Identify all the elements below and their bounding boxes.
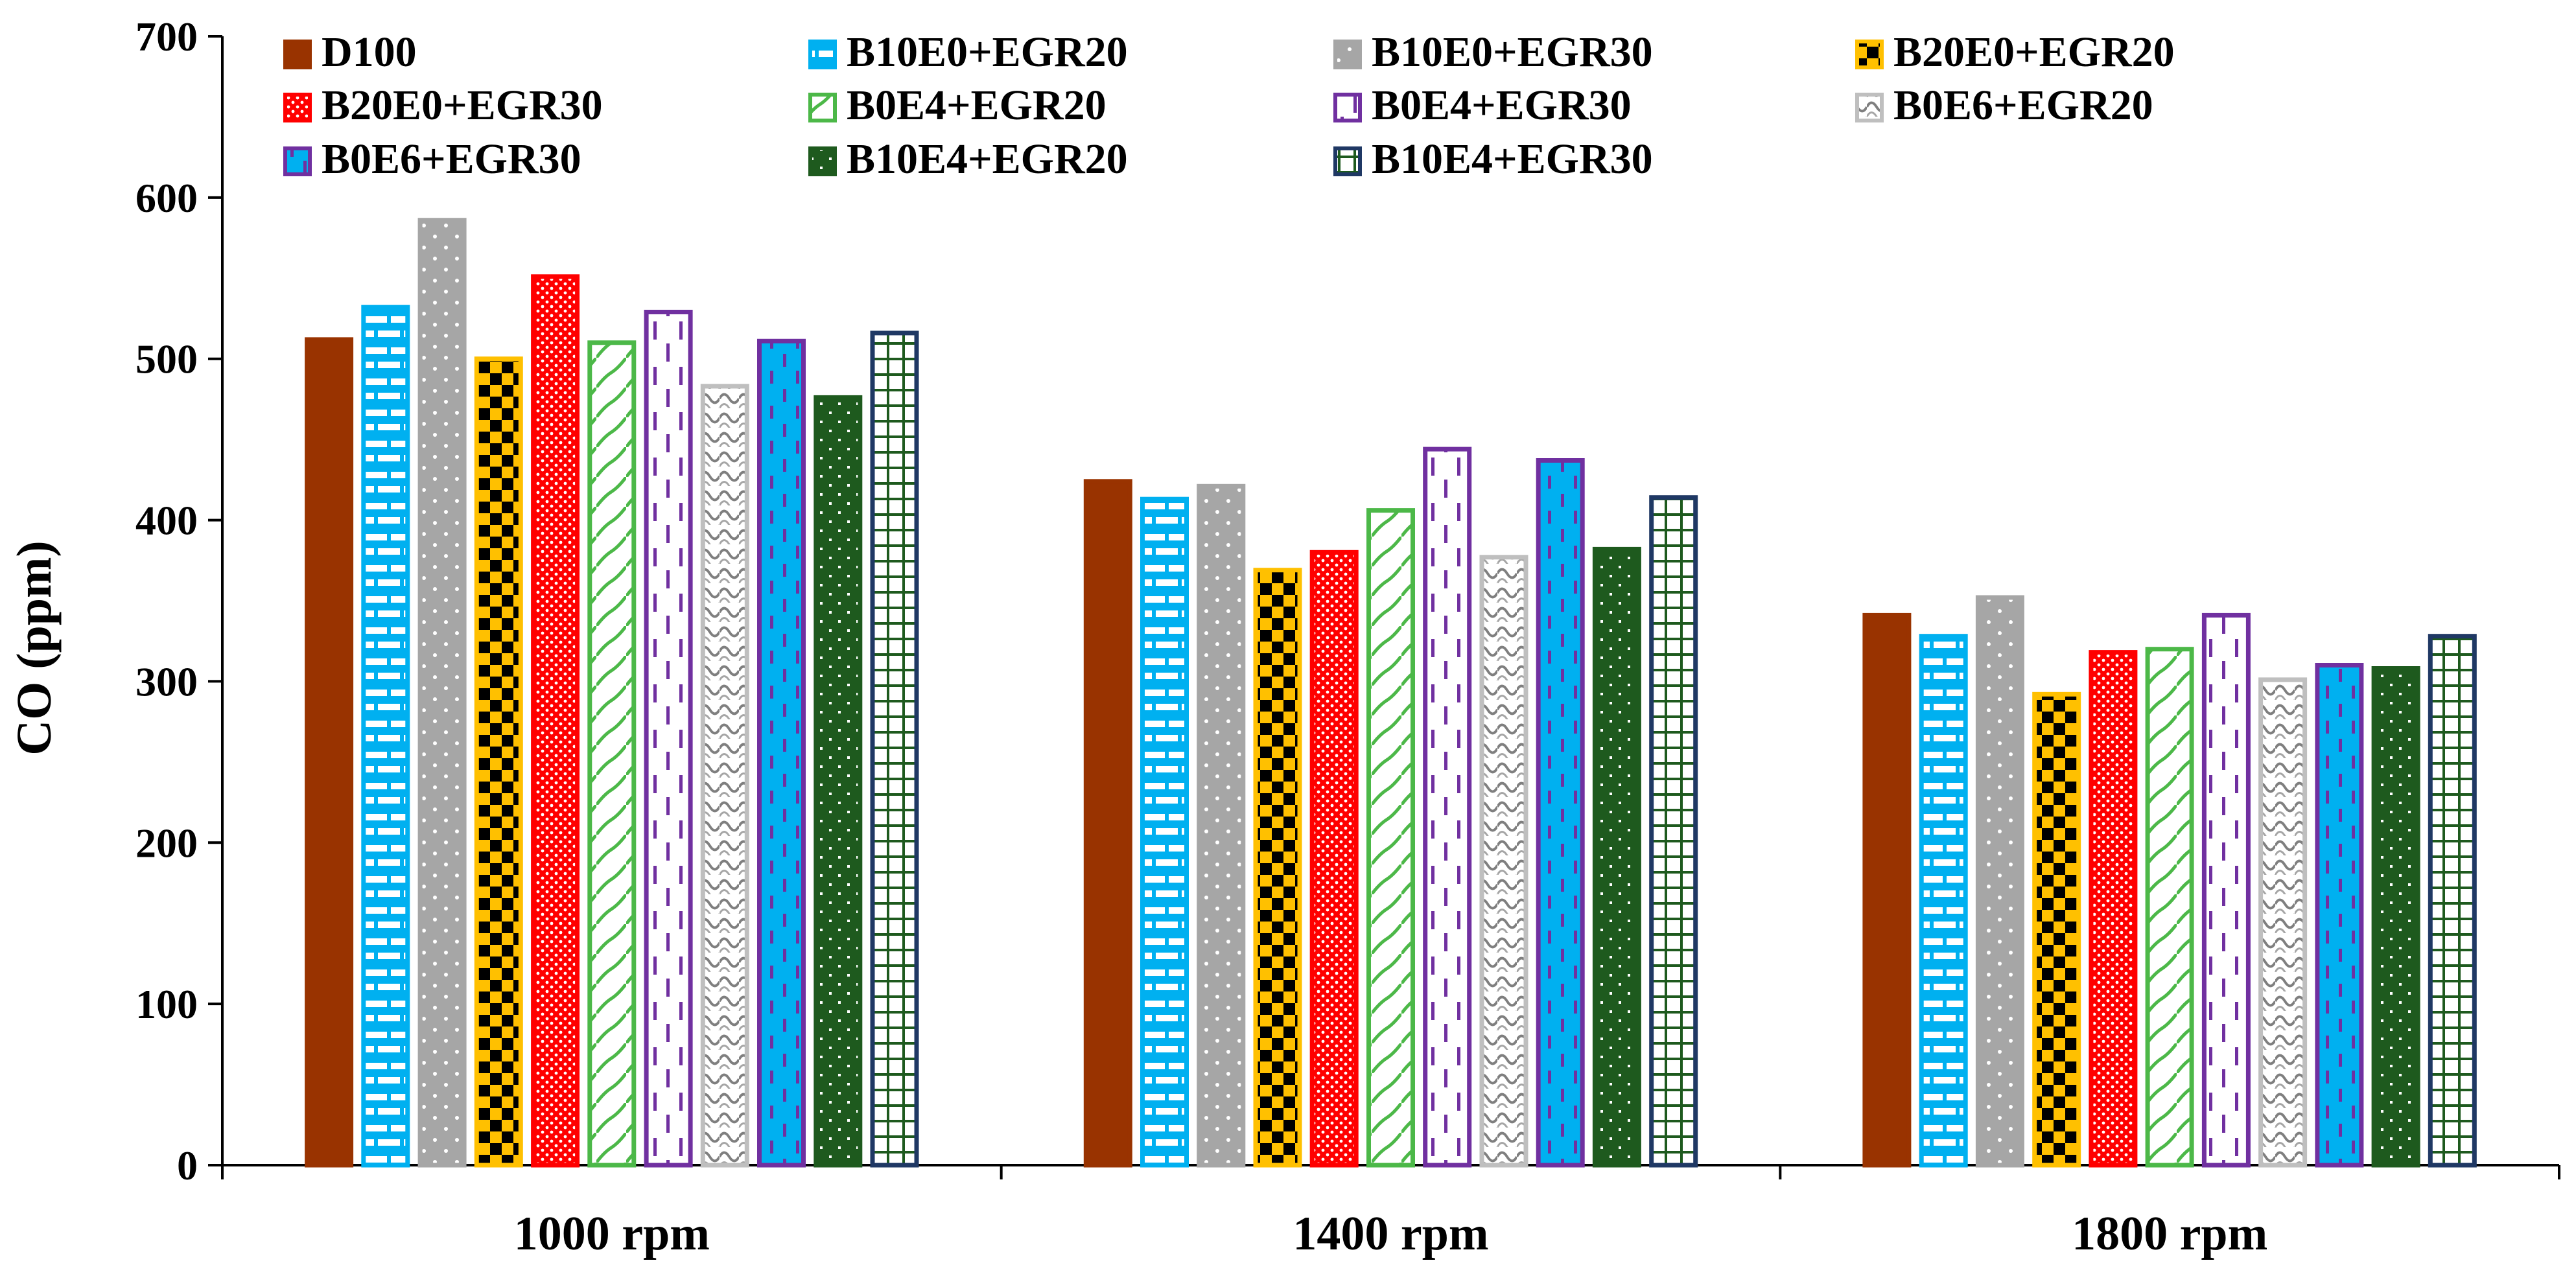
legend-label: D100 [322, 29, 417, 76]
legend-swatch [1333, 93, 1362, 122]
bar-b0e4-egr30-1400-rpm [1423, 446, 1472, 1168]
bar-b0e4-egr20-1800-rpm [2145, 647, 2194, 1168]
bar-d100-1400-rpm [1083, 479, 1132, 1168]
bar-b0e6-egr30-1800-rpm [2315, 663, 2364, 1168]
bar-b0e6-egr20-1800-rpm [2258, 677, 2308, 1168]
bar-b10e4-egr20-1800-rpm [2371, 666, 2420, 1168]
bar-b0e4-egr20-1400-rpm [1366, 508, 1415, 1168]
legend-swatch [283, 93, 312, 122]
bar-b10e0-egr30-1000-rpm [417, 218, 467, 1168]
x-tick-label: 1800 rpm [2072, 1207, 2267, 1260]
bar-b10e0-egr20-1800-rpm [1919, 634, 1968, 1168]
bar-b10e4-egr30-1400-rpm [1649, 495, 1698, 1168]
bars [305, 218, 2477, 1168]
bar-b20e0-egr20-1000-rpm [474, 356, 523, 1168]
legend-swatch [808, 93, 837, 122]
legend-label: B10E4+EGR30 [1372, 135, 1653, 183]
bar-b20e0-egr30-1000-rpm [531, 274, 580, 1168]
bar-b20e0-egr20-1400-rpm [1253, 568, 1302, 1168]
legend-label: B10E0+EGR30 [1372, 29, 1653, 76]
y-tick-label: 200 [135, 820, 198, 866]
bar-b0e4-egr30-1000-rpm [644, 310, 693, 1168]
y-tick-label: 600 [135, 175, 198, 221]
y-tick-label: 400 [135, 498, 198, 544]
bar-b10e4-egr30-1000-rpm [870, 330, 919, 1168]
y-tick-label: 0 [177, 1142, 198, 1188]
legend-swatch [1855, 40, 1884, 69]
bar-b10e0-egr20-1000-rpm [361, 305, 410, 1168]
bar-b10e4-egr30-1800-rpm [2428, 634, 2477, 1168]
legend-label: B0E6+EGR30 [322, 135, 581, 183]
legend-label: B0E6+EGR20 [1893, 82, 2153, 129]
legend-label: B0E4+EGR30 [1372, 82, 1632, 129]
bar-b10e0-egr20-1400-rpm [1140, 496, 1189, 1168]
legend-swatch [1333, 146, 1362, 176]
bar-b10e4-egr20-1000-rpm [814, 395, 863, 1168]
legend-swatch [1855, 93, 1884, 122]
y-tick-label: 300 [135, 658, 198, 704]
bar-b0e4-egr30-1800-rpm [2201, 612, 2251, 1168]
legend-swatch [808, 146, 837, 176]
x-tick-label: 1000 rpm [514, 1207, 710, 1260]
y-tick-label: 100 [135, 981, 198, 1027]
legend-swatch [1333, 40, 1362, 69]
y-axis-title: CO (ppm) [7, 540, 62, 755]
bar-b0e6-egr30-1000-rpm [757, 338, 806, 1168]
legend-label: B20E0+EGR20 [1893, 29, 2175, 76]
y-tick-label: 700 [135, 14, 198, 60]
bar-b20e0-egr30-1800-rpm [2089, 650, 2138, 1168]
bar-b0e6-egr20-1000-rpm [700, 384, 749, 1168]
bar-b0e6-egr30-1400-rpm [1536, 458, 1585, 1168]
bar-b20e0-egr20-1800-rpm [2032, 691, 2081, 1168]
bar-b10e0-egr30-1400-rpm [1197, 483, 1246, 1168]
legend-swatch [283, 146, 312, 176]
bar-b20e0-egr30-1400-rpm [1309, 550, 1359, 1168]
bar-b0e6-egr20-1400-rpm [1479, 555, 1528, 1168]
legend-swatch [808, 40, 837, 69]
legend-label: B0E4+EGR20 [847, 82, 1107, 129]
bar-d100-1000-rpm [305, 337, 354, 1168]
bar-b10e0-egr30-1800-rpm [1975, 595, 2024, 1168]
x-axis-labels: 1000 rpm 1400 rpm 1800 rpm [514, 1207, 2267, 1260]
legend-swatch [283, 40, 312, 69]
legend-label: B10E0+EGR20 [847, 29, 1128, 76]
legend-label: B10E4+EGR20 [847, 135, 1128, 183]
legend-label: B20E0+EGR30 [322, 82, 603, 129]
legend: D100 B10E0+EGR20 B10E0+EGR30 B20E0+EGR20 B20… [283, 29, 2175, 183]
bar-b10e4-egr20-1400-rpm [1592, 546, 1641, 1168]
bar-d100-1800-rpm [1862, 612, 1912, 1168]
x-tick-label: 1400 rpm [1293, 1207, 1488, 1260]
bar-b0e4-egr20-1000-rpm [587, 340, 637, 1168]
y-tick-label: 500 [135, 336, 198, 382]
